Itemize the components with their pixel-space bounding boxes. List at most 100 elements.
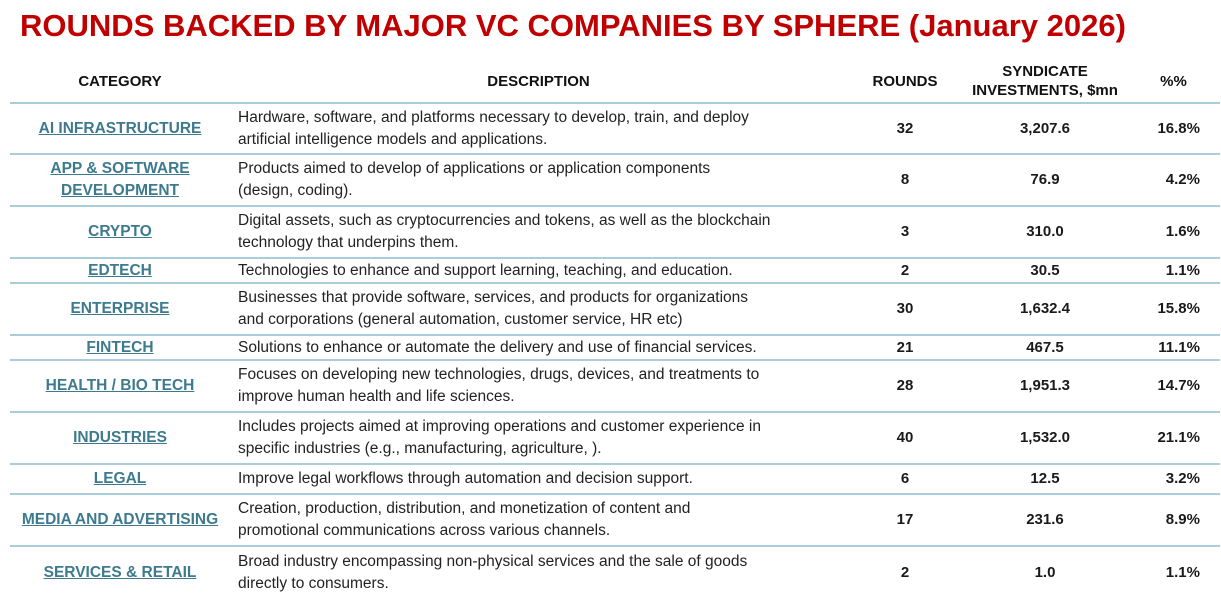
description-line: directly to consumers.	[238, 574, 389, 592]
rounds-cell: 40	[847, 412, 963, 465]
description-line: Technologies to enhance and support lear…	[238, 261, 733, 279]
syndicate-cell: 467.5	[963, 335, 1127, 361]
header-percent: %%	[1127, 60, 1220, 104]
category-link-crypto[interactable]: CRYPTO	[88, 223, 152, 240]
syndicate-cell: 1.0	[1034, 563, 1056, 581]
syndicate-cell: 12.5	[963, 464, 1127, 495]
description-line: Businesses that provide software, servic…	[238, 289, 749, 306]
description-line: Products aimed to develop of application…	[238, 160, 711, 177]
description-cell: Broad industry encompassing non-physical…	[230, 546, 847, 598]
syndicate-cell: 76.9	[963, 154, 1127, 207]
category-cell: FINTECH	[10, 335, 230, 361]
percent-cell: 16.8%	[1127, 103, 1220, 155]
table-row: AI INFRASTRUCTURE Hardware, software, an…	[10, 103, 1220, 155]
description-cell: Technologies to enhance and support lear…	[230, 258, 847, 284]
description-line: promotional communications across variou…	[238, 522, 611, 539]
description-line: Creation, production, distribution, and …	[238, 500, 691, 517]
description-line: improve human health and life sciences.	[238, 388, 515, 405]
percent-cell: 15.8%	[1127, 283, 1220, 336]
description-cell: Businesses that provide software, servic…	[230, 283, 847, 336]
syndicate-cell: 1,951.3	[963, 360, 1127, 413]
percent-cell: 11.1%	[1127, 335, 1220, 361]
rounds-cell: 2	[847, 258, 963, 284]
rounds-cell: 6	[847, 464, 963, 495]
rounds-cell: 28	[847, 360, 963, 413]
percent-cell: 8.9%	[1127, 494, 1220, 547]
category-cell: LEGAL	[10, 464, 230, 495]
description-cell: Digital assets, such as cryptocurrencies…	[230, 206, 847, 259]
description-line: Includes projects aimed at improving ope…	[238, 418, 761, 435]
description-cell: Products aimed to develop of application…	[230, 154, 847, 207]
description-cell: Solutions to enhance or automate the del…	[230, 335, 847, 361]
header-rounds: ROUNDS	[847, 60, 963, 104]
category-link-media-and-advertising[interactable]: MEDIA AND ADVERTISING	[21, 511, 219, 528]
header-syndicate: SYNDICATE INVESTMENTS, $mn	[963, 60, 1127, 104]
description-line: Broad industry encompassing non-physical…	[238, 552, 748, 570]
table-header-row: CATEGORY DESCRIPTION ROUNDS SYNDICATE IN…	[10, 60, 1220, 104]
category-link-fintech[interactable]: FINTECH	[86, 338, 154, 356]
category-link-legal[interactable]: LEGAL	[93, 470, 147, 487]
vc-rounds-table: CATEGORY DESCRIPTION ROUNDS SYNDICATE IN…	[10, 60, 1220, 598]
page-title: ROUNDS BACKED BY MAJOR VC COMPANIES BY S…	[20, 8, 1126, 43]
category-cell: CRYPTO	[10, 206, 230, 259]
rounds-cell: 8	[847, 154, 963, 207]
description-cell: Hardware, software, and platforms necess…	[230, 103, 847, 155]
category-link-ai-infrastructure[interactable]: AI INFRASTRUCTURE	[38, 119, 202, 137]
description-line: technology that underpins them.	[238, 234, 459, 251]
table-row: HEALTH / BIO TECH Focuses on developing …	[10, 360, 1220, 413]
category-link-industries[interactable]: INDUSTRIES	[73, 429, 167, 446]
syndicate-cell: 310.0	[963, 206, 1127, 259]
description-line: Focuses on developing new technologies, …	[238, 366, 760, 383]
category-link-app-software-development[interactable]: APP & SOFTWARE DEVELOPMENT	[50, 160, 189, 199]
rounds-cell: 30	[847, 283, 963, 336]
rounds-cell: 21	[847, 335, 963, 361]
percent-cell: 1.1%	[1127, 258, 1220, 284]
syndicate-cell: 1,632.4	[963, 283, 1127, 336]
category-link-edtech[interactable]: EDTECH	[88, 261, 152, 279]
description-line: Hardware, software, and platforms necess…	[238, 108, 749, 126]
category-cell: HEALTH / BIO TECH	[10, 360, 230, 413]
header-category: CATEGORY	[10, 60, 230, 104]
rounds-cell: 2	[900, 563, 910, 581]
rounds-cell: 32	[847, 103, 963, 155]
table-row: MEDIA AND ADVERTISING Creation, producti…	[10, 494, 1220, 547]
syndicate-cell: 231.6	[963, 494, 1127, 547]
category-link-enterprise[interactable]: ENTERPRISE	[70, 300, 170, 317]
percent-cell: 1.6%	[1127, 206, 1220, 259]
rounds-cell: 3	[847, 206, 963, 259]
description-line: Solutions to enhance or automate the del…	[238, 338, 757, 356]
description-line: Improve legal workflows through automati…	[238, 470, 693, 487]
category-cell: APP & SOFTWARE DEVELOPMENT	[10, 154, 230, 207]
description-cell: Improve legal workflows through automati…	[230, 464, 847, 495]
syndicate-cell: 1,532.0	[963, 412, 1127, 465]
description-cell: Focuses on developing new technologies, …	[230, 360, 847, 413]
description-line: specific industries (e.g., manufacturing…	[238, 440, 602, 457]
category-cell: EDTECH	[10, 258, 230, 284]
category-link-health-bio-tech[interactable]: HEALTH / BIO TECH	[45, 377, 195, 394]
percent-cell: 4.2%	[1127, 154, 1220, 207]
table-row: CRYPTO Digital assets, such as cryptocur…	[10, 206, 1220, 259]
rounds-cell: 17	[847, 494, 963, 547]
category-line: DEVELOPMENT	[61, 182, 179, 199]
category-cell: SERVICES & RETAIL	[10, 546, 230, 598]
percent-cell: 3.2%	[1127, 464, 1220, 495]
table-row: APP & SOFTWARE DEVELOPMENT Products aimed…	[10, 154, 1220, 207]
percent-cell: 1.1%	[1165, 563, 1200, 581]
description-cell: Creation, production, distribution, and …	[230, 494, 847, 547]
category-link-services-retail[interactable]: SERVICES & RETAIL	[43, 563, 197, 581]
syndicate-cell: 3,207.6	[963, 103, 1127, 155]
table-row: EDTECH Technologies to enhance and suppo…	[10, 258, 1220, 284]
percent-cell: 21.1%	[1127, 412, 1220, 465]
percent-cell: 14.7%	[1127, 360, 1220, 413]
description-cell: Includes projects aimed at improving ope…	[230, 412, 847, 465]
category-cell: ENTERPRISE	[10, 283, 230, 336]
description-line: (design, coding).	[238, 182, 353, 199]
header-description: DESCRIPTION	[230, 60, 847, 104]
table-row: INDUSTRIES Includes projects aimed at im…	[10, 412, 1220, 465]
category-cell: AI INFRASTRUCTURE	[10, 103, 230, 155]
description-line: and corporations (general automation, cu…	[238, 311, 683, 328]
table-row: SERVICES & RETAIL Broad industry encompa…	[10, 546, 1220, 598]
header-syndicate-line1: SYNDICATE	[1002, 63, 1088, 80]
table-row: LEGAL Improve legal workflows through au…	[10, 464, 1220, 495]
description-line: artificial intelligence models and appli…	[238, 130, 548, 148]
